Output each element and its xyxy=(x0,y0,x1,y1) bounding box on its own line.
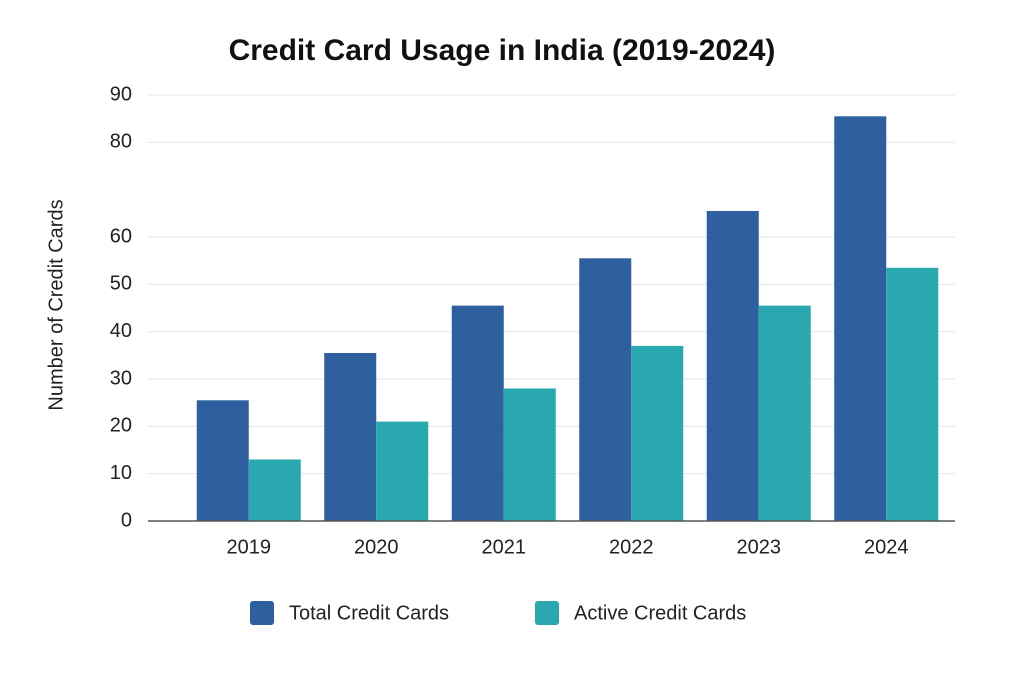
legend-label: Total Credit Cards xyxy=(289,602,449,624)
bar xyxy=(758,305,811,521)
x-tick-label: 2021 xyxy=(482,536,527,558)
y-tick-label: 90 xyxy=(110,83,132,105)
y-tick-label: 50 xyxy=(110,273,132,295)
y-tick-label: 60 xyxy=(110,225,132,247)
bar xyxy=(196,400,249,521)
bar xyxy=(503,388,556,521)
bar xyxy=(248,459,301,521)
y-tick-label: 10 xyxy=(110,462,132,484)
x-tick-label: 2022 xyxy=(609,536,654,558)
bar xyxy=(706,210,759,521)
chart-title: Credit Card Usage in India (2019-2024) xyxy=(229,34,776,67)
y-tick-label: 0 xyxy=(121,509,132,531)
bar xyxy=(834,116,887,522)
legend-swatch xyxy=(250,601,274,625)
bar xyxy=(451,305,504,521)
x-tick-label: 2023 xyxy=(737,536,782,558)
legend-label: Active Credit Cards xyxy=(574,602,746,624)
bar xyxy=(579,258,632,521)
x-tick-label: 2020 xyxy=(354,536,399,558)
bar xyxy=(376,421,429,521)
y-axis-label: Number of Credit Cards xyxy=(45,199,67,410)
y-tick-label: 80 xyxy=(110,131,132,153)
bar xyxy=(631,345,684,521)
legend-swatch xyxy=(535,601,559,625)
bar xyxy=(324,352,377,521)
x-tick-label: 2024 xyxy=(864,536,909,558)
y-tick-label: 20 xyxy=(110,415,132,437)
bar xyxy=(886,267,939,521)
y-tick-label: 40 xyxy=(110,320,132,342)
x-tick-label: 2019 xyxy=(227,536,272,558)
y-tick-label: 30 xyxy=(110,367,132,389)
